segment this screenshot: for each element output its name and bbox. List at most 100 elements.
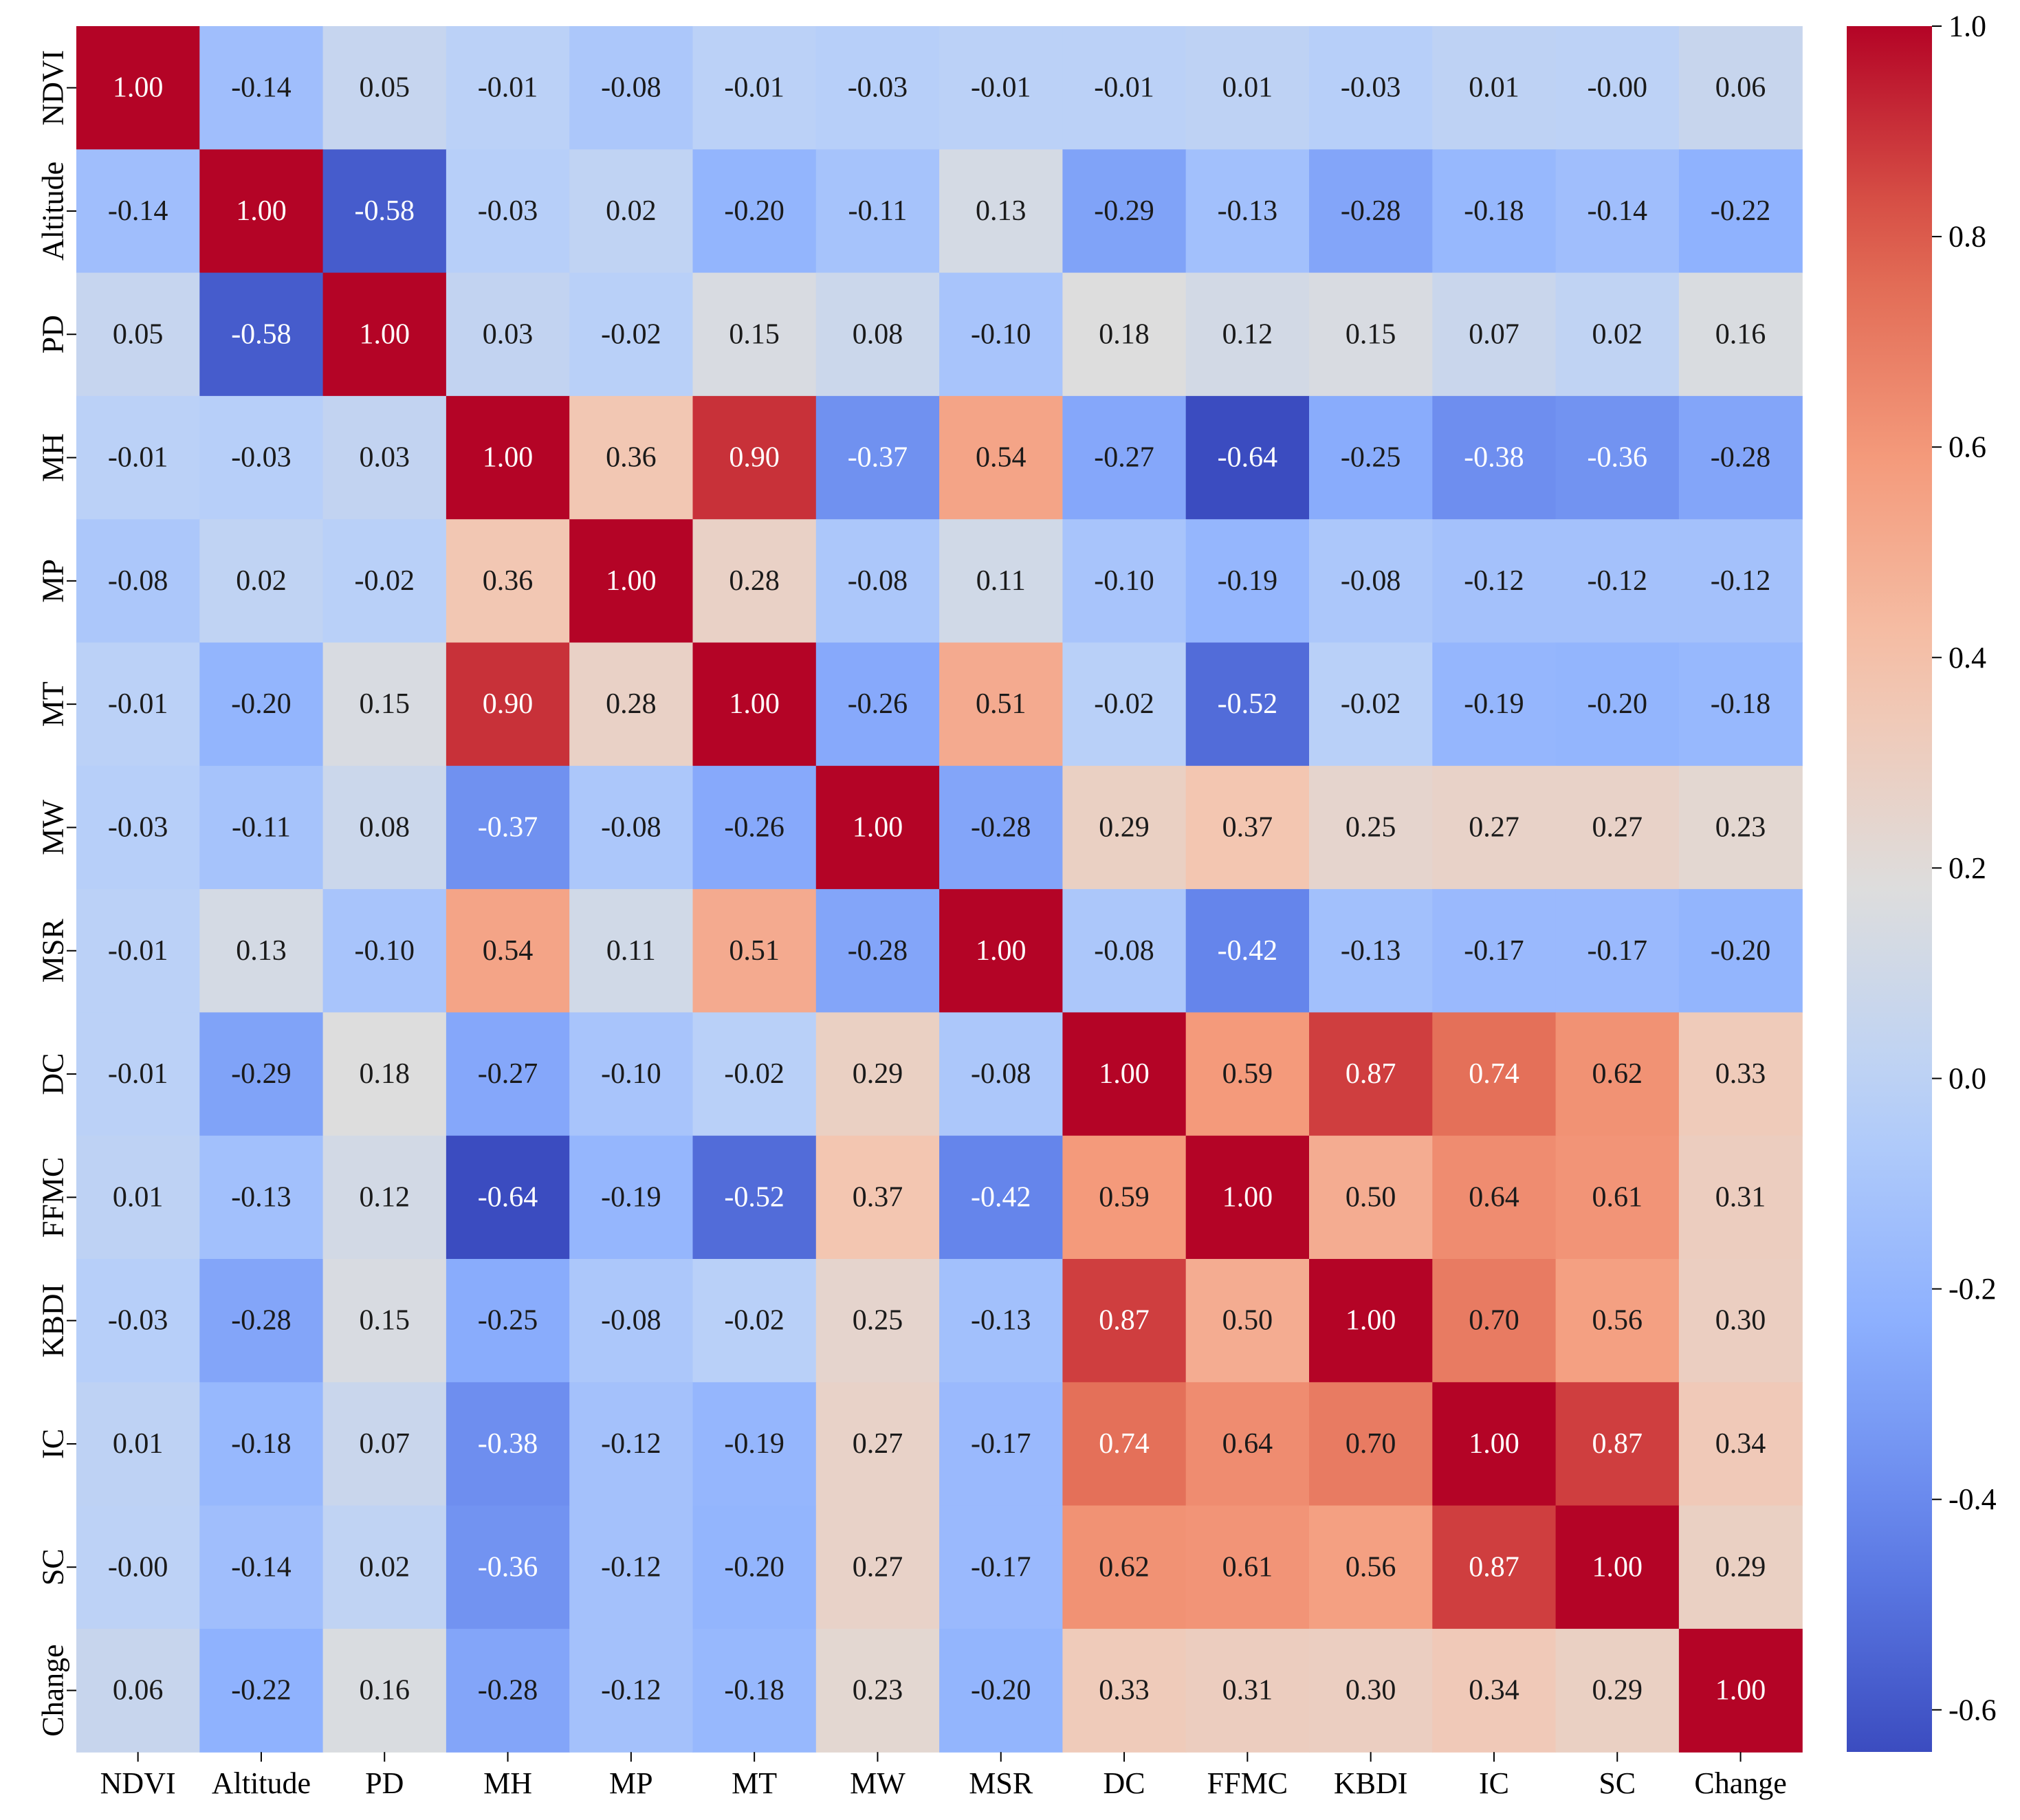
heatmap-cell-IC-SC bbox=[1555, 1382, 1680, 1506]
heatmap-cell-PD-Change bbox=[1678, 272, 1803, 397]
heatmap-cell-SC-DC bbox=[1062, 1505, 1187, 1630]
cell-value-Altitude-DC: -0.29 bbox=[1094, 195, 1154, 227]
colorbar-tick-label: -0.6 bbox=[1948, 1693, 1997, 1726]
heatmap-cell-MH-NDVI bbox=[76, 395, 200, 520]
cell-value-SC-MP: -0.12 bbox=[601, 1551, 661, 1583]
cell-value-KBDI-NDVI: -0.03 bbox=[108, 1305, 168, 1337]
cell-value-MT-SC: -0.20 bbox=[1588, 688, 1648, 720]
heatmap-cell-MSR-MSR bbox=[939, 889, 1063, 1013]
cell-value-FFMC-Altitude: -0.13 bbox=[231, 1181, 292, 1213]
cell-value-PD-IC: 0.07 bbox=[1469, 318, 1519, 350]
cell-value-DC-KBDI: 0.87 bbox=[1346, 1058, 1396, 1090]
heatmap-cell-MP-MSR bbox=[939, 519, 1063, 644]
cell-value-MW-Altitude: -0.11 bbox=[232, 811, 291, 843]
heatmap-cell-NDVI-MP bbox=[569, 26, 694, 150]
heatmap-cell-MT-NDVI bbox=[76, 642, 200, 767]
heatmap-cell-SC-NDVI bbox=[76, 1505, 200, 1630]
cell-value-PD-MW: 0.08 bbox=[853, 318, 903, 350]
cell-value-FFMC-KBDI: 0.50 bbox=[1346, 1181, 1396, 1213]
heatmap-cell-IC-MH bbox=[446, 1382, 570, 1506]
colorbar-tick-label: 0.4 bbox=[1948, 641, 1986, 675]
cell-value-PD-MP: -0.02 bbox=[601, 318, 661, 350]
heatmap-cell-Altitude-IC bbox=[1432, 149, 1557, 274]
heatmap-cell-MW-NDVI bbox=[76, 765, 200, 890]
y-tick-label-Change: Change bbox=[36, 1644, 70, 1736]
heatmap-cell-KBDI-MP bbox=[569, 1259, 694, 1383]
cell-value-MP-MT: 0.28 bbox=[729, 565, 780, 597]
heatmap-cell-NDVI-DC bbox=[1062, 26, 1187, 150]
heatmap-cell-KBDI-MH bbox=[446, 1259, 570, 1383]
cell-value-Altitude-MW: -0.11 bbox=[848, 195, 907, 227]
cell-value-MP-IC: -0.12 bbox=[1464, 565, 1524, 597]
cell-value-MT-MSR: 0.51 bbox=[976, 688, 1027, 720]
y-tick-label-MP: MP bbox=[36, 559, 70, 603]
cell-value-MW-MP: -0.08 bbox=[601, 811, 661, 843]
y-tick-label-SC: SC bbox=[36, 1548, 70, 1586]
heatmap-cell-MW-MW bbox=[815, 765, 940, 890]
colorbar-gradient bbox=[1847, 26, 1932, 1752]
cell-value-KBDI-MT: -0.02 bbox=[724, 1305, 784, 1337]
cell-value-IC-MT: -0.19 bbox=[724, 1428, 784, 1460]
y-tick-label-IC: IC bbox=[36, 1429, 70, 1459]
heatmap-cell-MP-MP bbox=[569, 519, 694, 644]
heatmap-cell-MH-Altitude bbox=[199, 395, 324, 520]
heatmap-cell-MT-MP bbox=[569, 642, 694, 767]
heatmap-cell-MP-PD bbox=[322, 519, 447, 644]
x-tick-label-NDVI: NDVI bbox=[100, 1766, 176, 1800]
cell-value-Altitude-Change: -0.22 bbox=[1711, 195, 1771, 227]
cell-value-MSR-MH: 0.54 bbox=[483, 935, 534, 967]
heatmap-cell-KBDI-Altitude bbox=[199, 1259, 324, 1383]
cell-value-MSR-NDVI: -0.01 bbox=[108, 935, 168, 967]
heatmap-cell-Altitude-KBDI bbox=[1309, 149, 1433, 274]
heatmap-cell-IC-FFMC bbox=[1185, 1382, 1310, 1506]
cell-value-MSR-Change: -0.20 bbox=[1711, 935, 1771, 967]
cell-value-SC-FFMC: 0.61 bbox=[1222, 1551, 1273, 1583]
heatmap-cell-MH-MT bbox=[692, 395, 817, 520]
cell-value-MH-MH: 1.00 bbox=[483, 442, 534, 474]
cell-value-SC-IC: 0.87 bbox=[1469, 1551, 1519, 1583]
heatmap-cell-MH-DC bbox=[1062, 395, 1187, 520]
heatmap-cell-MSR-DC bbox=[1062, 889, 1187, 1013]
cell-value-FFMC-MT: -0.52 bbox=[724, 1181, 784, 1213]
heatmap-cell-Altitude-MT bbox=[692, 149, 817, 274]
cell-value-NDVI-Altitude: -0.14 bbox=[231, 72, 292, 104]
x-tick-label-DC: DC bbox=[1103, 1766, 1145, 1800]
heatmap-cell-KBDI-SC bbox=[1555, 1259, 1680, 1383]
cell-value-MH-FFMC: -0.64 bbox=[1218, 442, 1278, 474]
heatmap-cell-MSR-MP bbox=[569, 889, 694, 1013]
heatmap-cell-FFMC-IC bbox=[1432, 1135, 1557, 1260]
heatmap-cell-MT-Altitude bbox=[199, 642, 324, 767]
heatmap-cell-MSR-MW bbox=[815, 889, 940, 1013]
heatmap-cell-NDVI-FFMC bbox=[1185, 26, 1310, 150]
cell-value-Change-MSR: -0.20 bbox=[971, 1675, 1031, 1707]
heatmap-cell-DC-Change bbox=[1678, 1012, 1803, 1137]
cell-value-Change-IC: 0.34 bbox=[1469, 1675, 1519, 1707]
heatmap-cell-SC-MT bbox=[692, 1505, 817, 1630]
cell-value-MSR-SC: -0.17 bbox=[1588, 935, 1648, 967]
cell-value-MT-DC: -0.02 bbox=[1094, 688, 1154, 720]
cell-value-KBDI-MP: -0.08 bbox=[601, 1305, 661, 1337]
heatmap-cell-MW-KBDI bbox=[1309, 765, 1433, 890]
heatmap-cell-FFMC-NDVI bbox=[76, 1135, 200, 1260]
cell-value-DC-MH: -0.27 bbox=[478, 1058, 538, 1090]
cell-value-MSR-MT: 0.51 bbox=[729, 935, 780, 967]
cell-value-FFMC-FFMC: 1.00 bbox=[1222, 1181, 1273, 1213]
heatmap-cell-PD-KBDI bbox=[1309, 272, 1433, 397]
heatmap-cell-SC-PD bbox=[322, 1505, 447, 1630]
cell-value-KBDI-IC: 0.70 bbox=[1469, 1305, 1519, 1337]
x-tick-label-MSR: MSR bbox=[969, 1766, 1033, 1800]
cell-value-MW-FFMC: 0.37 bbox=[1222, 811, 1273, 843]
cell-value-NDVI-Change: 0.06 bbox=[1715, 72, 1766, 104]
cell-value-MH-KBDI: -0.25 bbox=[1341, 442, 1401, 474]
heatmap-cell-MT-SC bbox=[1555, 642, 1680, 767]
cell-value-NDVI-NDVI: 1.00 bbox=[113, 72, 164, 104]
cell-value-MP-SC: -0.12 bbox=[1588, 565, 1648, 597]
x-tick-label-MH: MH bbox=[483, 1766, 532, 1800]
heatmap-cell-MW-MP bbox=[569, 765, 694, 890]
cell-value-SC-PD: 0.02 bbox=[360, 1551, 410, 1583]
y-tick-label-PD: PD bbox=[36, 315, 70, 353]
heatmap-cell-FFMC-MW bbox=[815, 1135, 940, 1260]
cell-value-SC-Altitude: -0.14 bbox=[231, 1551, 292, 1583]
heatmap-cell-DC-MW bbox=[815, 1012, 940, 1137]
cell-value-SC-KBDI: 0.56 bbox=[1346, 1551, 1396, 1583]
